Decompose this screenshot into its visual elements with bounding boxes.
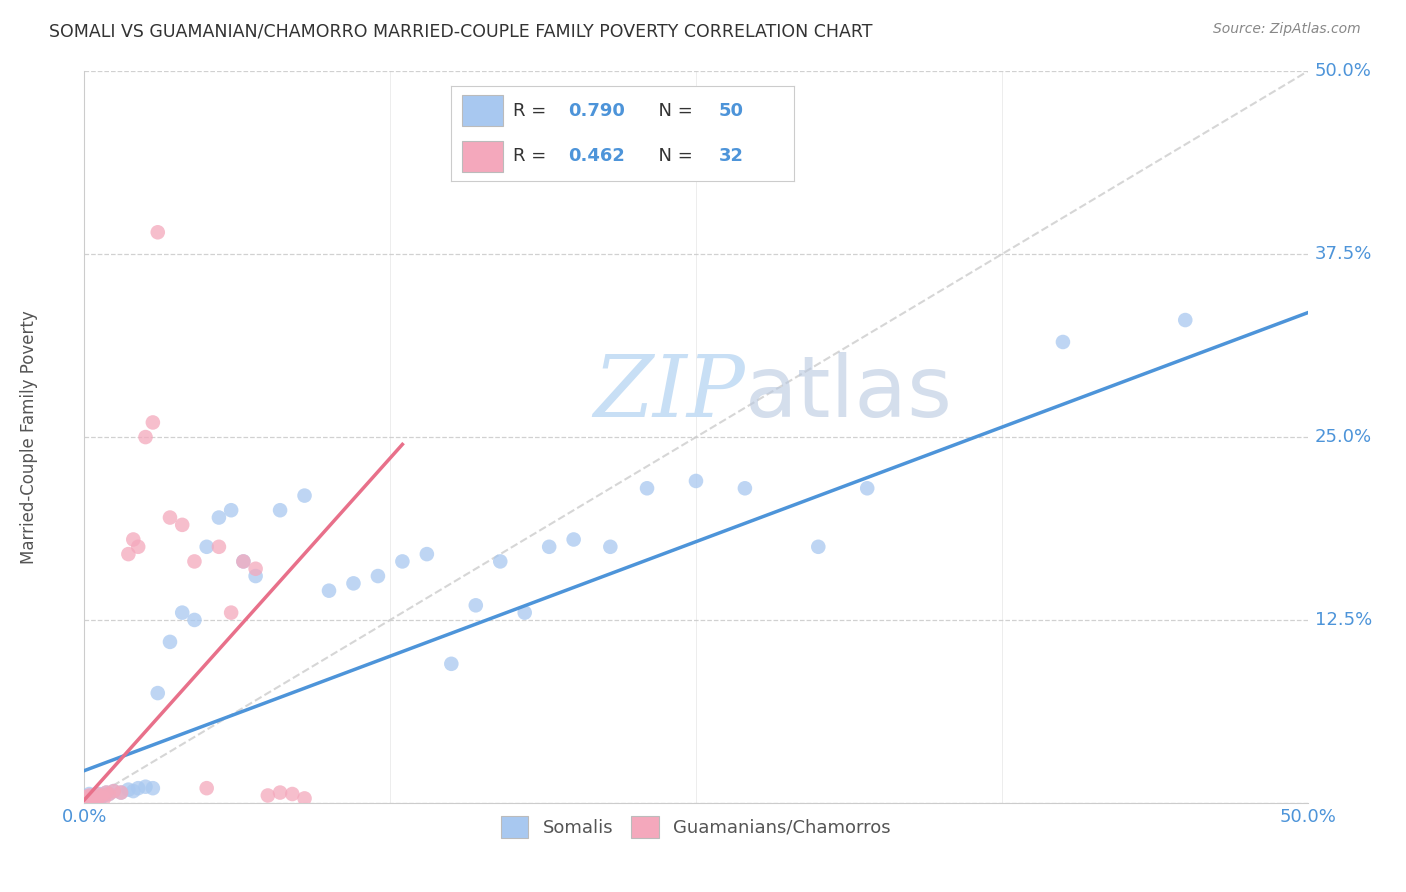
Point (110, 786, 132, 800)
Text: ZIP: ZIP (593, 351, 745, 434)
Point (83, 789, 105, 804)
Text: 25.0%: 25.0% (1315, 428, 1372, 446)
Point (281, 787, 304, 801)
Point (318, 583, 340, 598)
Point (183, 554, 205, 568)
Point (76, 789, 98, 804)
Point (807, 540, 830, 554)
Point (269, 786, 291, 800)
Point (90, 789, 112, 804)
Point (77, 791, 100, 805)
Point (135, 430, 157, 444)
Text: 50.0%: 50.0% (1315, 62, 1372, 80)
Text: 37.5%: 37.5% (1315, 245, 1372, 263)
Point (219, 503, 242, 517)
Point (122, 533, 145, 547)
Point (76, 789, 98, 804)
Point (208, 540, 231, 554)
Text: 12.5%: 12.5% (1315, 611, 1372, 629)
Point (146, 225, 169, 239)
Point (159, 510, 181, 524)
Point (219, 606, 242, 620)
Point (538, 540, 561, 554)
Point (142, 416, 165, 430)
Point (562, 533, 585, 547)
Point (159, 635, 181, 649)
Point (146, 686, 169, 700)
Point (80, 789, 103, 804)
Point (367, 569, 389, 583)
Point (245, 569, 267, 583)
Point (127, 540, 149, 554)
Point (127, 781, 149, 796)
Point (599, 540, 621, 554)
Point (416, 547, 439, 561)
Point (464, 599, 486, 613)
Point (135, 780, 157, 794)
Point (1174, 313, 1197, 327)
Point (103, 784, 125, 798)
Point (183, 613, 205, 627)
Point (232, 554, 254, 568)
Point (86, 787, 108, 801)
Point (513, 606, 536, 620)
Point (77, 787, 100, 801)
Point (90, 789, 112, 803)
Point (83, 791, 105, 805)
Point (117, 547, 139, 561)
Point (122, 784, 145, 798)
Point (76, 793, 98, 807)
Point (97, 787, 120, 801)
Point (86, 791, 108, 805)
Point (195, 540, 218, 554)
Point (294, 489, 316, 503)
Point (96, 786, 118, 800)
Point (208, 510, 231, 524)
Point (80, 789, 103, 803)
Point (142, 781, 165, 796)
Point (232, 554, 254, 568)
Point (93, 789, 115, 803)
Point (77, 791, 100, 805)
Point (103, 784, 125, 798)
Point (110, 786, 132, 800)
Point (734, 481, 756, 495)
Point (117, 782, 139, 797)
Point (80, 793, 103, 807)
Point (1052, 334, 1074, 349)
Point (636, 481, 658, 495)
Point (294, 791, 316, 805)
Point (77, 789, 100, 803)
Point (87, 789, 110, 804)
Text: Source: ZipAtlas.com: Source: ZipAtlas.com (1213, 22, 1361, 37)
Point (195, 781, 218, 796)
Point (96, 786, 118, 800)
Text: atlas: atlas (745, 351, 953, 434)
Point (269, 503, 291, 517)
Point (172, 606, 194, 620)
Point (76, 793, 98, 807)
Text: Married-Couple Family Poverty: Married-Couple Family Poverty (20, 310, 38, 564)
Point (257, 789, 280, 803)
Text: SOMALI VS GUAMANIAN/CHAMORRO MARRIED-COUPLE FAMILY POVERTY CORRELATION CHART: SOMALI VS GUAMANIAN/CHAMORRO MARRIED-COU… (49, 22, 873, 40)
Point (685, 474, 707, 488)
Point (440, 657, 463, 671)
Point (489, 554, 512, 568)
Point (87, 787, 110, 801)
Point (342, 576, 364, 591)
Legend: Somalis, Guamanians/Chamorros: Somalis, Guamanians/Chamorros (494, 808, 898, 845)
Point (97, 787, 120, 801)
Point (245, 562, 267, 576)
Point (172, 517, 194, 532)
Point (93, 791, 115, 805)
Point (856, 481, 879, 495)
Point (391, 554, 413, 568)
